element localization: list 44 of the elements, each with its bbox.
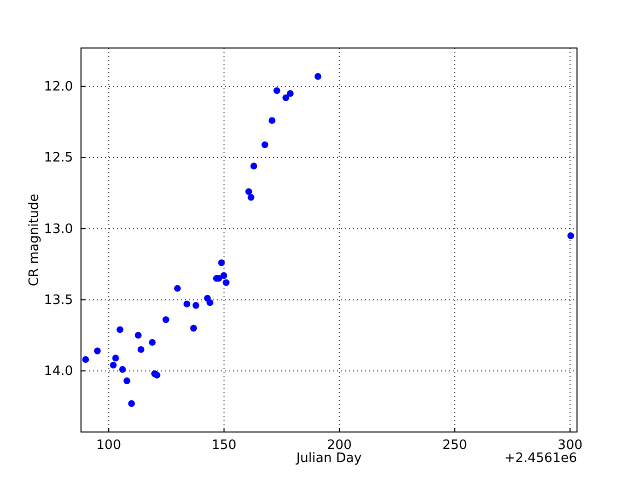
- text: +2.4561e6: [504, 451, 577, 466]
- point: [261, 141, 268, 148]
- x-tick-label: 250: [442, 438, 468, 454]
- point: [268, 117, 276, 124]
- point: [273, 87, 280, 94]
- point: [110, 362, 117, 369]
- point: [314, 73, 322, 80]
- y-tick-label: 12.5: [44, 150, 73, 166]
- y-tick-label: 14.0: [44, 364, 73, 380]
- y-tick-label: 12.0: [44, 80, 73, 95]
- point: [128, 400, 135, 407]
- point: [154, 372, 160, 378]
- x-tick-label: 300: [558, 438, 582, 454]
- point: [119, 366, 126, 373]
- point: [174, 284, 181, 292]
- point: [134, 332, 142, 339]
- point: [250, 162, 258, 170]
- point: [192, 302, 200, 309]
- point: [112, 354, 119, 362]
- point: [94, 348, 101, 354]
- y-tick-label: 13.5: [44, 292, 73, 308]
- x-tick-label: 100: [96, 438, 122, 454]
- y-tick-label: 13.0: [44, 222, 73, 237]
- point: [220, 272, 228, 279]
- point: [148, 339, 156, 346]
- point: [282, 94, 290, 102]
- x-tick-label: 150: [212, 438, 236, 454]
- y-axis-title: CR magnitude: [27, 194, 42, 286]
- point: [222, 279, 230, 286]
- point: [248, 194, 254, 201]
- point: [245, 188, 252, 196]
- x-axis-title: Julian Day: [295, 451, 362, 466]
- point: [138, 346, 144, 353]
- point: [82, 356, 89, 363]
- x-tick-label: 200: [326, 438, 352, 454]
- point: [218, 259, 225, 266]
- point: [116, 326, 124, 333]
- point: [206, 299, 214, 306]
- point: [124, 377, 130, 384]
- point: [190, 324, 197, 332]
- point: [162, 316, 170, 324]
- point: [567, 232, 574, 240]
- point: [286, 90, 294, 97]
- point: [184, 300, 190, 308]
